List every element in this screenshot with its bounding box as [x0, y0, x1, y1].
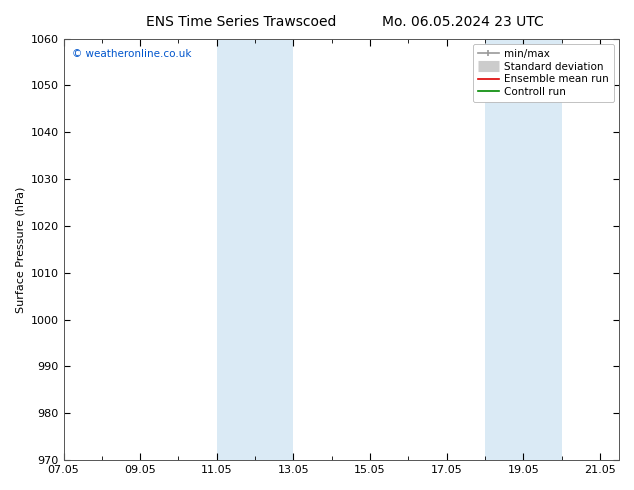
- Legend: min/max, Standard deviation, Ensemble mean run, Controll run: min/max, Standard deviation, Ensemble me…: [472, 44, 614, 102]
- Y-axis label: Surface Pressure (hPa): Surface Pressure (hPa): [15, 186, 25, 313]
- Bar: [255, 39, 294, 460]
- Text: © weatheronline.co.uk: © weatheronline.co.uk: [72, 49, 191, 59]
- Bar: [485, 39, 523, 460]
- Bar: [523, 39, 562, 460]
- Bar: [217, 39, 255, 460]
- Text: ENS Time Series Trawscoed: ENS Time Series Trawscoed: [146, 15, 336, 29]
- Text: Mo. 06.05.2024 23 UTC: Mo. 06.05.2024 23 UTC: [382, 15, 544, 29]
